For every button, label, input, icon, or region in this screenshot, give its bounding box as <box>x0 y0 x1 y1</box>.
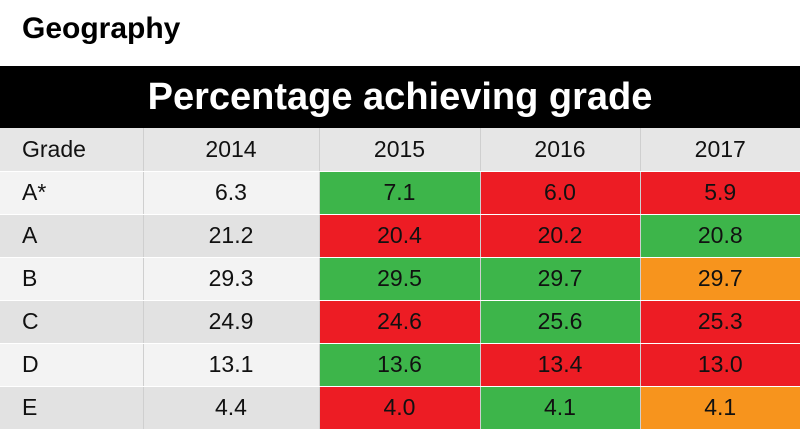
table-row: D 13.1 13.6 13.4 13.0 <box>0 343 800 387</box>
value-cell-2017: 13.0 <box>640 343 800 387</box>
value-cell-2016: 25.6 <box>480 300 641 344</box>
subject-title: Geography <box>22 12 181 45</box>
value-cell-2014: 21.2 <box>143 214 320 258</box>
value-cell-2017: 29.7 <box>640 257 800 301</box>
column-header-grade: Grade <box>0 128 144 172</box>
value-cell-2016: 4.1 <box>480 386 641 430</box>
value-cell-2017: 20.8 <box>640 214 800 258</box>
value-cell-2017: 4.1 <box>640 386 800 430</box>
value-cell-2017: 5.9 <box>640 171 800 215</box>
grade-label: E <box>0 386 144 430</box>
value-cell-2014: 13.1 <box>143 343 320 387</box>
column-header-2015: 2015 <box>319 128 481 172</box>
grade-table: Grade 2014 2015 2016 2017 A* 6.3 7.1 6.0 5.9… <box>0 128 800 430</box>
value-cell-2016: 13.4 <box>480 343 641 387</box>
table-row: B 29.3 29.5 29.7 29.7 <box>0 257 800 301</box>
value-cell-2015: 4.0 <box>319 386 481 430</box>
column-header-2016: 2016 <box>480 128 641 172</box>
value-cell-2015: 7.1 <box>319 171 481 215</box>
table-row: A* 6.3 7.1 6.0 5.9 <box>0 171 800 215</box>
value-cell-2014: 24.9 <box>143 300 320 344</box>
value-cell-2017: 25.3 <box>640 300 800 344</box>
table-body: A* 6.3 7.1 6.0 5.9 A 21.2 20.4 20.2 20.8 B 29.3 29.5… <box>0 171 800 430</box>
value-cell-2014: 6.3 <box>143 171 320 215</box>
column-header-2017: 2017 <box>640 128 800 172</box>
table-row: A 21.2 20.4 20.2 20.8 <box>0 214 800 258</box>
grade-label: B <box>0 257 144 301</box>
table-row: E 4.4 4.0 4.1 4.1 <box>0 386 800 430</box>
grade-label: A* <box>0 171 144 215</box>
value-cell-2016: 6.0 <box>480 171 641 215</box>
grade-label: D <box>0 343 144 387</box>
value-cell-2015: 24.6 <box>319 300 481 344</box>
value-cell-2016: 29.7 <box>480 257 641 301</box>
table-heading-banner: Percentage achieving grade <box>0 66 800 128</box>
value-cell-2015: 29.5 <box>319 257 481 301</box>
value-cell-2015: 20.4 <box>319 214 481 258</box>
column-header-2014: 2014 <box>143 128 320 172</box>
value-cell-2014: 4.4 <box>143 386 320 430</box>
table-row: C 24.9 24.6 25.6 25.3 <box>0 300 800 344</box>
table-heading: Percentage achieving grade <box>147 75 653 118</box>
table-header-row: Grade 2014 2015 2016 2017 <box>0 128 800 172</box>
grade-label: C <box>0 300 144 344</box>
grade-label: A <box>0 214 144 258</box>
value-cell-2016: 20.2 <box>480 214 641 258</box>
value-cell-2014: 29.3 <box>143 257 320 301</box>
value-cell-2015: 13.6 <box>319 343 481 387</box>
